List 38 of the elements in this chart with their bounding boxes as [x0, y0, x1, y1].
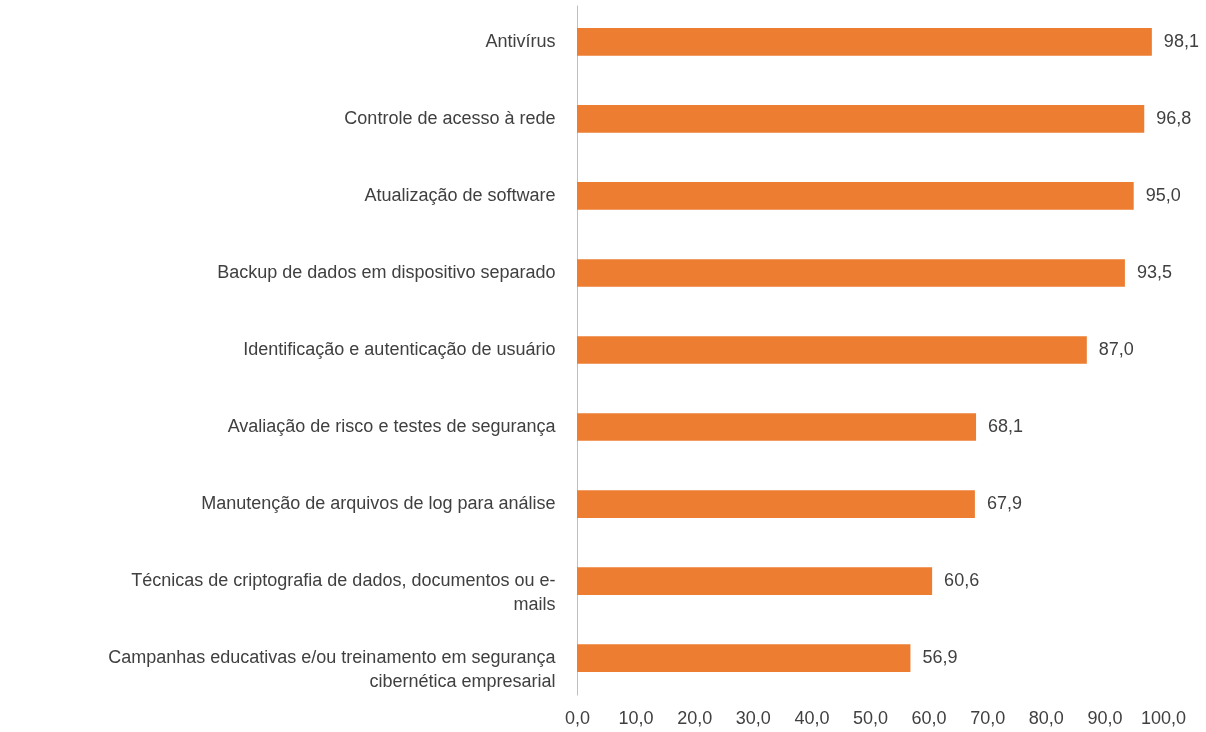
y-tick-label: Antivírus	[485, 30, 556, 51]
bar	[577, 105, 1145, 133]
x-tick-label: 0,0	[564, 707, 591, 728]
y-tick-label: Controle de acesso à rede	[344, 107, 556, 128]
x-tick-label: 40,0	[794, 707, 830, 728]
y-tick-label: Campanhas educativas e/ou treinamento em segurança cibernética empresarial	[108, 647, 557, 692]
bar	[577, 259, 1125, 287]
bar	[577, 644, 911, 672]
bar	[577, 336, 1087, 364]
x-tick-label: 30,0	[735, 707, 771, 728]
y-tick-label: Manutenção de arquivos de log para análise	[201, 493, 556, 514]
y-tick-label: Identificação e autenticação de usuário	[243, 339, 556, 359]
data-label: 95,0	[1145, 184, 1181, 205]
x-tick-label: 100,0	[1140, 707, 1187, 728]
data-label: 98,1	[1163, 30, 1199, 51]
data-label: 96,8	[1156, 107, 1192, 128]
data-label: 67,9	[986, 493, 1022, 514]
data-label: 93,5	[1136, 261, 1172, 282]
bar	[577, 182, 1134, 210]
bar	[577, 567, 933, 595]
data-label: 60,6	[944, 570, 980, 591]
x-tick-label: 50,0	[852, 707, 889, 728]
x-tick-label: 70,0	[970, 707, 1006, 728]
x-tick-label: 90,0	[1087, 707, 1123, 728]
data-label: 68,1	[988, 416, 1024, 437]
y-tick-label: Avaliação de risco e testes de segurança	[227, 416, 557, 437]
bar	[577, 490, 975, 518]
y-tick-label: Técnicas de criptografia de dados, documentos ou e-mails	[131, 570, 556, 615]
y-tick-label: Backup de dados em dispositivo separado	[217, 261, 556, 282]
x-tick-label: 20,0	[677, 707, 713, 728]
data-label: 56,9	[922, 647, 958, 668]
x-tick-label: 60,0	[911, 707, 947, 728]
bar	[577, 413, 977, 441]
y-tick-label: Atualização de software	[364, 184, 556, 205]
x-tick-label: 80,0	[1028, 707, 1064, 728]
x-tick-label: 10,0	[618, 707, 654, 728]
bar	[577, 28, 1152, 56]
data-label: 87,0	[1098, 339, 1134, 359]
